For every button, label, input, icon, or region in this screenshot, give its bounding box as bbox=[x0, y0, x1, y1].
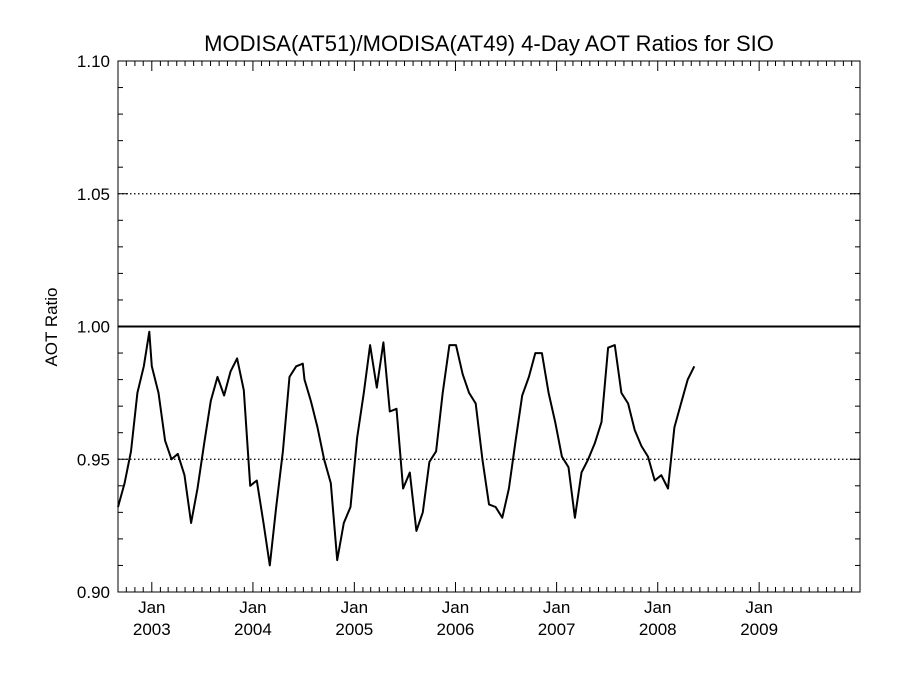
tick-labels: 0.90 0.95 1.00 1.05 1.10 Jan 2003 Jan 2004 Jan 200… bbox=[77, 52, 778, 639]
y-tick-label: 1.05 bbox=[77, 185, 110, 204]
y-tick-label: 0.95 bbox=[77, 450, 110, 469]
y-tick-label: 0.90 bbox=[77, 583, 110, 602]
ticks bbox=[117, 60, 860, 593]
x-tick-label-month: Jan bbox=[745, 598, 772, 617]
x-tick-label-year: 2006 bbox=[437, 620, 475, 639]
x-tick-label-year: 2003 bbox=[133, 620, 171, 639]
series-group bbox=[117, 330, 696, 567]
y-axis-label: AOT Ratio bbox=[42, 287, 61, 366]
x-tick-label-month: Jan bbox=[138, 598, 165, 617]
x-tick-label-year: 2008 bbox=[639, 620, 677, 639]
x-tick-label-month: Jan bbox=[644, 598, 671, 617]
x-tick-label-month: Jan bbox=[239, 598, 266, 617]
series-line bbox=[117, 330, 696, 567]
x-tick-label-year: 2005 bbox=[335, 620, 373, 639]
y-tick-label: 1.10 bbox=[77, 52, 110, 71]
x-tick-label-year: 2004 bbox=[234, 620, 272, 639]
x-tick-label-month: Jan bbox=[543, 598, 570, 617]
x-tick-label-year: 2009 bbox=[740, 620, 778, 639]
plot-frame bbox=[117, 60, 861, 593]
x-tick-label-month: Jan bbox=[341, 598, 368, 617]
chart-title: MODISA(AT51)/MODISA(AT49) 4-Day AOT Rati… bbox=[204, 31, 774, 56]
y-tick-label: 1.00 bbox=[77, 318, 110, 337]
x-tick-label-month: Jan bbox=[442, 598, 469, 617]
x-tick-label-year: 2007 bbox=[538, 620, 576, 639]
